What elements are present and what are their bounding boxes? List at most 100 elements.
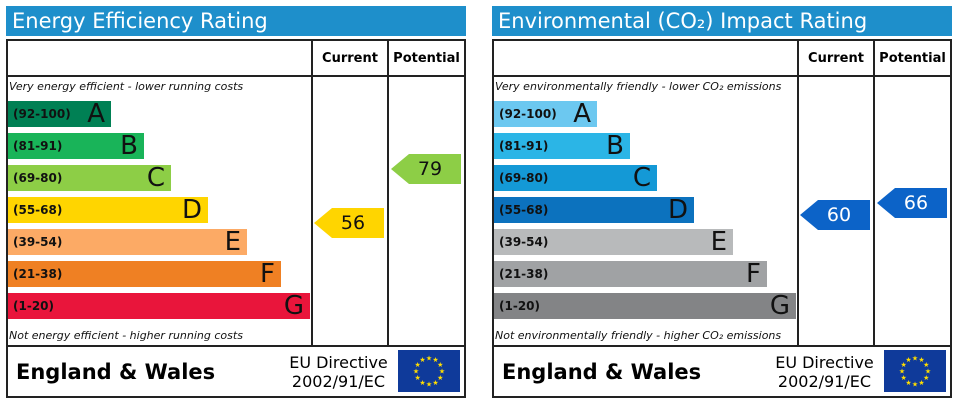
star-icon: ★ bbox=[413, 368, 419, 376]
band-d: (55-68) D bbox=[8, 195, 208, 225]
star-icon: ★ bbox=[437, 361, 443, 369]
band-b: (81-91) B bbox=[8, 131, 144, 161]
star-icon: ★ bbox=[426, 355, 432, 363]
star-icon: ★ bbox=[899, 368, 905, 376]
band-e: (39-54) E bbox=[8, 227, 247, 257]
band-e: (39-54) E bbox=[494, 227, 733, 257]
column-divider bbox=[311, 39, 313, 347]
potential-column-header: Potential bbox=[393, 51, 460, 66]
directive-line-1: EU Directive bbox=[775, 353, 874, 372]
star-icon: ★ bbox=[905, 356, 911, 364]
band-letter-label: C bbox=[632, 163, 651, 193]
band-range-label: (81-91) bbox=[13, 139, 63, 153]
star-icon: ★ bbox=[419, 356, 425, 364]
footer-divider bbox=[492, 345, 952, 347]
panel-title: Environmental (CO₂) Impact Rating bbox=[492, 6, 952, 36]
band-range-label: (55-68) bbox=[13, 203, 63, 217]
band-range-label: (21-38) bbox=[13, 267, 63, 281]
bottom-note: Not environmentally friendly - higher CO… bbox=[495, 329, 782, 342]
star-icon: ★ bbox=[901, 374, 907, 382]
star-icon: ★ bbox=[439, 368, 445, 376]
potential-rating-value: 79 bbox=[417, 158, 443, 180]
band-c: (69-80) C bbox=[494, 163, 657, 193]
bottom-note: Not energy efficient - higher running co… bbox=[9, 329, 243, 342]
star-icon: ★ bbox=[918, 356, 924, 364]
band-range-label: (92-100) bbox=[13, 107, 71, 121]
band-letter-label: E bbox=[224, 227, 241, 257]
band-range-label: (1-20) bbox=[499, 299, 540, 313]
star-icon: ★ bbox=[415, 361, 421, 369]
column-divider bbox=[797, 39, 799, 347]
band-letter-label: C bbox=[146, 163, 165, 193]
potential-column-header: Potential bbox=[879, 51, 946, 66]
current-column-header: Current bbox=[808, 51, 864, 66]
header-divider bbox=[492, 75, 952, 77]
footer-divider bbox=[6, 345, 466, 347]
band-range-label: (92-100) bbox=[499, 107, 557, 121]
rating-frame bbox=[492, 39, 952, 398]
star-icon: ★ bbox=[437, 374, 443, 382]
directive-line-2: 2002/91/EC bbox=[777, 372, 872, 391]
current-rating-value: 60 bbox=[826, 204, 852, 226]
eu-directive: EU Directive 2002/91/EC bbox=[281, 353, 396, 391]
star-icon: ★ bbox=[905, 379, 911, 387]
band-letter-label: F bbox=[746, 259, 761, 289]
current-column-header: Current bbox=[322, 51, 378, 66]
column-divider bbox=[873, 39, 875, 347]
band-letter-label: E bbox=[710, 227, 727, 257]
band-g: (1-20) G bbox=[494, 291, 796, 321]
star-icon: ★ bbox=[432, 379, 438, 387]
star-icon: ★ bbox=[419, 379, 425, 387]
band-letter-label: B bbox=[606, 131, 624, 161]
band-d: (55-68) D bbox=[494, 195, 694, 225]
eu-directive: EU Directive 2002/91/EC bbox=[767, 353, 882, 391]
directive-line-2: 2002/91/EC bbox=[291, 372, 386, 391]
band-c: (69-80) C bbox=[8, 163, 171, 193]
top-note: Very energy efficient - lower running co… bbox=[9, 80, 244, 93]
star-icon: ★ bbox=[432, 356, 438, 364]
star-icon: ★ bbox=[923, 361, 929, 369]
band-f: (21-38) F bbox=[8, 259, 281, 289]
band-range-label: (21-38) bbox=[499, 267, 549, 281]
rating-frame bbox=[6, 39, 466, 398]
band-letter-label: B bbox=[120, 131, 138, 161]
band-letter-label: D bbox=[667, 195, 688, 225]
column-divider bbox=[387, 39, 389, 347]
band-f: (21-38) F bbox=[494, 259, 767, 289]
band-letter-label: F bbox=[260, 259, 275, 289]
star-icon: ★ bbox=[901, 361, 907, 369]
star-icon: ★ bbox=[918, 379, 924, 387]
header-divider bbox=[6, 75, 466, 77]
star-icon: ★ bbox=[912, 381, 918, 389]
panel-title: Energy Efficiency Rating bbox=[6, 6, 466, 36]
band-range-label: (69-80) bbox=[13, 171, 63, 185]
band-letter-label: G bbox=[769, 291, 790, 321]
energy-efficiency-panel: Energy Efficiency Rating Current Potenti… bbox=[6, 6, 466, 398]
eu-flag-icon: ★ ★ ★ ★ ★ ★ ★ ★ ★ ★ ★ ★ bbox=[398, 350, 460, 392]
band-a: (92-100) A bbox=[8, 99, 111, 129]
band-range-label: (55-68) bbox=[499, 203, 549, 217]
band-letter-label: D bbox=[181, 195, 202, 225]
directive-line-1: EU Directive bbox=[289, 353, 388, 372]
band-range-label: (69-80) bbox=[499, 171, 549, 185]
band-g: (1-20) G bbox=[8, 291, 310, 321]
band-range-label: (81-91) bbox=[499, 139, 549, 153]
top-note: Very environmentally friendly - lower CO… bbox=[495, 80, 782, 93]
band-range-label: (39-54) bbox=[13, 235, 63, 249]
band-letter-label: A bbox=[87, 99, 105, 129]
band-range-label: (39-54) bbox=[499, 235, 549, 249]
band-letter-label: G bbox=[283, 291, 304, 321]
region-label: England & Wales bbox=[16, 360, 216, 384]
band-b: (81-91) B bbox=[494, 131, 630, 161]
eu-flag-icon: ★ ★ ★ ★ ★ ★ ★ ★ ★ ★ ★ ★ bbox=[884, 350, 946, 392]
band-range-label: (1-20) bbox=[13, 299, 54, 313]
potential-rating-value: 66 bbox=[903, 192, 929, 214]
star-icon: ★ bbox=[925, 368, 931, 376]
star-icon: ★ bbox=[426, 381, 432, 389]
current-rating-value: 56 bbox=[340, 212, 366, 234]
environmental-impact-panel: Environmental (CO₂) Impact Rating Curren… bbox=[492, 6, 952, 398]
band-letter-label: A bbox=[573, 99, 591, 129]
star-icon: ★ bbox=[923, 374, 929, 382]
region-label: England & Wales bbox=[502, 360, 702, 384]
star-icon: ★ bbox=[912, 355, 918, 363]
